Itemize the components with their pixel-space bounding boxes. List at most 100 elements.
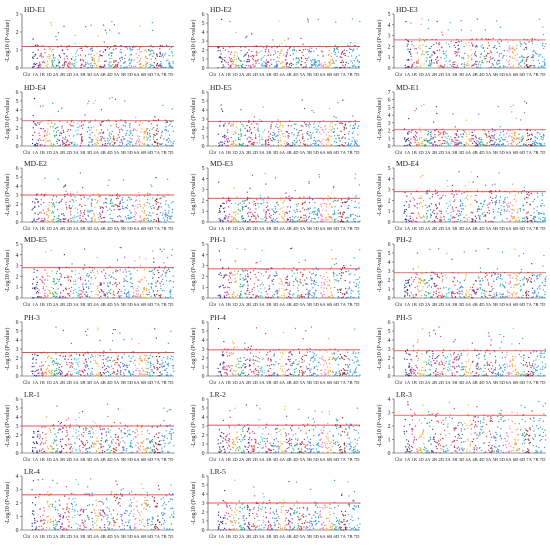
snp-point (126, 67, 128, 69)
snp-point (295, 50, 297, 52)
snp-point (323, 67, 326, 69)
snp-point (102, 66, 104, 68)
snp-point (146, 136, 148, 138)
snp-point (116, 259, 119, 261)
snp-point (111, 141, 113, 143)
snp-point (88, 141, 90, 143)
x-tick-label: 2B (246, 72, 251, 77)
snp-point (104, 29, 106, 31)
snp-point (231, 59, 233, 61)
snp-point (338, 138, 340, 140)
snp-point (528, 41, 530, 43)
snp-point (36, 44, 38, 46)
snp-point (516, 144, 518, 146)
snp-point (507, 61, 509, 63)
snp-point (477, 214, 480, 217)
snp-point (309, 47, 311, 49)
x-tick-label: 2D (252, 72, 258, 77)
snp-point (487, 204, 489, 206)
snp-point (49, 290, 51, 292)
snp-point (533, 220, 536, 223)
snp-point (464, 52, 466, 55)
snp-point (357, 134, 359, 136)
snp-point (340, 215, 342, 218)
snp-point (129, 137, 131, 139)
snp-point (264, 66, 266, 68)
y-tick-label: 0 (388, 144, 391, 150)
snp-point (134, 295, 136, 297)
snp-point (164, 209, 166, 212)
snp-point (250, 65, 252, 67)
snp-point (298, 139, 301, 141)
snp-point (413, 199, 416, 201)
snp-point (73, 283, 75, 286)
snp-point (226, 144, 229, 147)
snp-point (113, 61, 115, 63)
snp-point (264, 140, 267, 143)
snp-point (129, 54, 131, 56)
snp-point (168, 66, 170, 68)
snp-point (64, 196, 66, 198)
x-tick-label: 6A (506, 72, 512, 77)
snp-point (123, 61, 125, 64)
snp-point (151, 143, 153, 145)
snp-point (314, 210, 316, 212)
snp-point (128, 58, 131, 60)
snp-point (488, 209, 490, 211)
x-tick-label: 1D (418, 226, 424, 231)
snp-point (440, 132, 442, 134)
snp-point (271, 46, 273, 49)
snp-point (112, 138, 115, 141)
snp-point (100, 66, 103, 68)
snp-point (458, 41, 461, 43)
x-tick-label: 4D (107, 72, 113, 77)
snp-point (315, 65, 317, 67)
snp-point (462, 133, 464, 135)
snp-point (117, 127, 120, 129)
snp-point (472, 212, 474, 214)
x-tick-label: 3D (87, 226, 93, 231)
snp-point (452, 113, 454, 115)
snp-point (108, 179, 110, 181)
snp-point (163, 219, 166, 221)
snp-point (111, 275, 113, 278)
snp-point (119, 67, 122, 69)
snp-point (510, 142, 513, 144)
snp-point (511, 212, 513, 214)
snp-point (519, 210, 522, 212)
snp-point (325, 217, 327, 219)
snp-point (496, 201, 498, 204)
snp-point (258, 124, 260, 126)
snp-point (534, 215, 536, 218)
snp-point (531, 38, 533, 40)
snp-point (164, 66, 167, 68)
snp-point (62, 297, 64, 299)
snp-point (294, 67, 296, 69)
snp-point (120, 220, 122, 223)
snp-point (316, 131, 318, 133)
snp-point (66, 55, 68, 57)
snp-point (541, 213, 543, 215)
snp-point (39, 105, 42, 108)
snp-point (334, 199, 336, 202)
snp-point (315, 128, 317, 130)
snp-point (286, 131, 288, 133)
snp-point (111, 65, 113, 67)
snp-point (153, 207, 155, 209)
snp-point (150, 283, 152, 285)
snp-point (69, 123, 71, 125)
snp-point (457, 218, 459, 221)
x-tick-label: 2B (60, 226, 65, 231)
snp-point (476, 201, 478, 203)
snp-point (79, 210, 82, 212)
snp-point (150, 58, 152, 60)
snp-point (472, 181, 474, 183)
snp-point (152, 64, 154, 67)
snp-point (532, 145, 534, 147)
snp-point (260, 203, 263, 205)
x-tick-label: 5A (114, 72, 120, 77)
snp-point (147, 143, 149, 146)
snp-point (118, 131, 121, 133)
snp-point (414, 141, 416, 143)
snp-point (510, 66, 512, 68)
